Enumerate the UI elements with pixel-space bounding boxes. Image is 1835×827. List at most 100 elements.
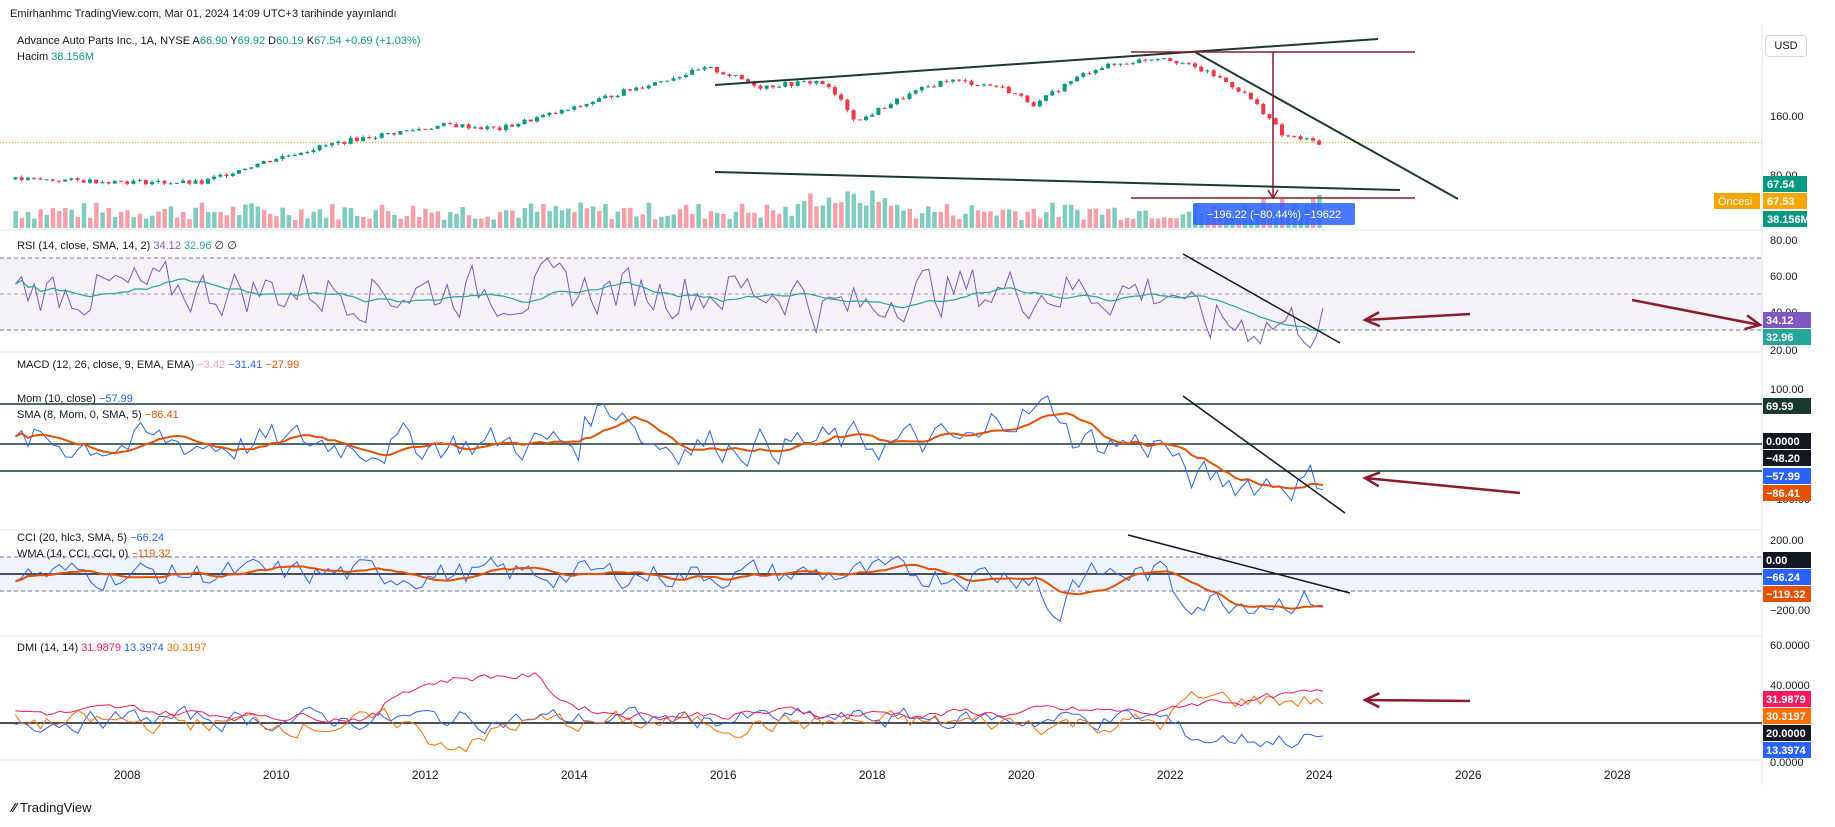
currency-button[interactable]: USD <box>1765 35 1807 57</box>
candle-body <box>32 177 37 179</box>
ohlc-open: A66.90 <box>192 35 228 47</box>
candle-body <box>752 81 757 86</box>
candle-body <box>652 82 657 86</box>
volume-bar <box>503 210 509 228</box>
candle-body <box>907 93 912 99</box>
candle-body <box>1149 59 1154 61</box>
candle-body <box>857 119 862 121</box>
volume-bar <box>199 202 205 228</box>
volume-bar <box>416 217 422 228</box>
volume-bar <box>106 207 112 228</box>
dmi-arrow <box>1364 698 1471 703</box>
candle-body <box>236 170 241 174</box>
volume-bar <box>373 210 379 228</box>
volume-bar <box>932 211 937 228</box>
indicator-tag: 30.3197 <box>1766 711 1806 723</box>
candle-body <box>783 82 788 87</box>
volume-bar <box>621 208 627 228</box>
volume-bar <box>845 191 850 228</box>
candle-body <box>690 69 695 75</box>
volume-bar <box>590 206 596 228</box>
candle-body <box>336 141 341 144</box>
volume-bar <box>1168 217 1173 228</box>
candle-body <box>510 124 515 127</box>
volume-bar <box>1143 210 1148 228</box>
candle-body <box>981 84 986 86</box>
volume-bar <box>19 217 25 228</box>
candle-body <box>44 179 49 181</box>
indicator-tag-bg <box>1763 468 1811 484</box>
volume-bar <box>274 216 279 228</box>
volume-bar <box>752 212 757 228</box>
candle-body <box>479 127 484 130</box>
candle-body <box>305 151 310 153</box>
volume-bar <box>286 215 292 228</box>
rsi-axis-tick: 20.00 <box>1770 345 1798 357</box>
candle-body <box>1056 91 1061 93</box>
volume-bar <box>100 212 105 228</box>
candle-body <box>112 180 117 184</box>
rsi-arrow-right-head <box>1744 314 1763 331</box>
candle-body <box>839 94 844 100</box>
volume-bar <box>94 202 99 228</box>
rsi-line <box>15 257 1324 349</box>
tradingview-logo: ⁄⁄ TradingView <box>12 800 92 815</box>
volume-bar <box>454 213 459 228</box>
candle-body <box>131 180 136 184</box>
volume-bar <box>969 205 975 228</box>
candle-body <box>845 99 850 111</box>
volume-bar <box>528 203 534 228</box>
candle-body <box>224 174 229 177</box>
candle-body <box>1099 68 1104 70</box>
volume-bar <box>541 204 546 228</box>
volume-bar <box>522 208 528 228</box>
volume-bar <box>131 217 136 228</box>
candle-body <box>534 117 539 122</box>
volume-bar <box>429 212 434 228</box>
candle-body <box>181 180 186 184</box>
candle-body <box>1211 70 1216 77</box>
candle-body <box>777 86 782 88</box>
volume-bar <box>777 213 782 228</box>
volume-bar <box>1093 208 1099 228</box>
candle-body <box>1044 95 1049 101</box>
volume-bar <box>187 219 192 228</box>
candle-body <box>448 123 453 125</box>
candle-body <box>516 124 521 127</box>
volume-bar <box>236 215 242 228</box>
cci-legend: CCI (20, hlc3, SMA, 5) −66.24 <box>17 532 165 544</box>
dmi-axis-tick: 40.0000 <box>1770 680 1810 692</box>
indicator-tag: −48.20 <box>1766 453 1800 465</box>
volume-bar <box>466 215 472 228</box>
volume-bar <box>640 214 645 228</box>
time-axis-tick: 2028 <box>1604 768 1631 782</box>
candle-body <box>677 77 682 79</box>
candle-body <box>38 178 43 180</box>
volume-bar <box>354 215 360 228</box>
volume-bar <box>727 218 732 228</box>
candle-body <box>218 174 223 177</box>
time-axis-tick: 2014 <box>561 768 588 782</box>
cci-axis-tick: −200.00 <box>1770 605 1810 617</box>
cci-wma-line <box>15 564 1323 610</box>
volume-bar <box>243 204 248 228</box>
mom-axis-tick: 100.00 <box>1770 384 1804 396</box>
time-axis-tick: 2018 <box>859 768 886 782</box>
volume-bar <box>758 217 763 228</box>
candle-body <box>1106 63 1111 69</box>
candle-body <box>63 179 68 182</box>
candle-body <box>882 107 887 109</box>
volume-bar <box>901 210 906 228</box>
candle-body <box>299 152 304 156</box>
volume-bar <box>609 219 614 228</box>
adx-line <box>15 672 1324 724</box>
volume-bar <box>280 207 285 228</box>
volume-bar <box>944 204 950 228</box>
volume-bar <box>56 211 62 228</box>
candle-body <box>1267 114 1272 119</box>
candle-body <box>50 179 55 181</box>
candle-body <box>1118 63 1123 65</box>
candle-body <box>311 150 316 152</box>
volume-bar <box>994 215 999 228</box>
